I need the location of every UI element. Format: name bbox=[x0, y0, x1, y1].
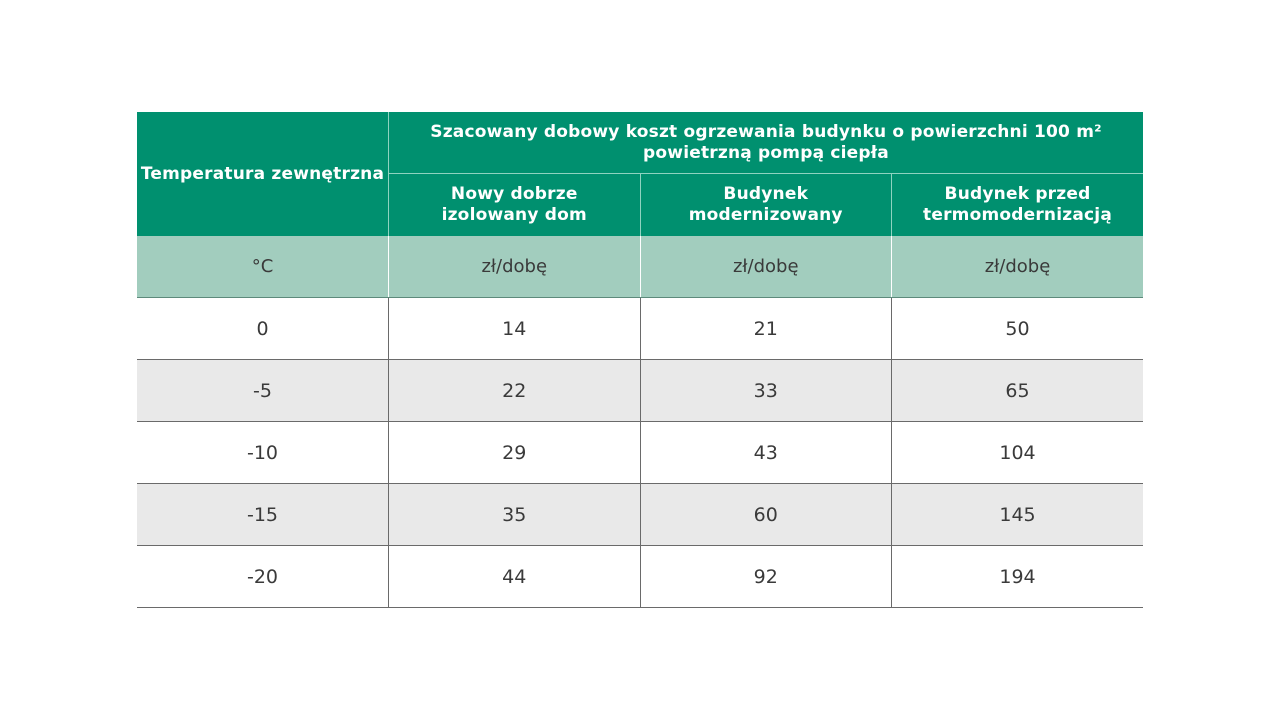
unit-cell: zł/dobę bbox=[639, 236, 892, 298]
table-row: -5 22 33 65 bbox=[137, 359, 1144, 422]
header-modernized: Budynek modernizowany bbox=[639, 173, 892, 236]
table-cell: -15 bbox=[137, 483, 389, 546]
group-title-line1: Szacowany dobowy koszt ogrzewania budynk… bbox=[430, 121, 1102, 142]
heating-cost-table: Temperatura zewnętrzna Szacowany dobowy … bbox=[137, 112, 1144, 608]
unit-cell: zł/dobę bbox=[891, 236, 1144, 298]
table-row: 0 14 21 50 bbox=[137, 297, 1144, 360]
table-cell: 194 bbox=[891, 545, 1144, 608]
table-cell: -20 bbox=[137, 545, 389, 608]
table-cell: 44 bbox=[388, 545, 640, 608]
table-cell: 29 bbox=[388, 421, 640, 484]
table-cell: 50 bbox=[891, 297, 1144, 360]
table-cell: 0 bbox=[137, 297, 389, 360]
table-cell: 65 bbox=[891, 359, 1144, 422]
unit-cell: zł/dobę bbox=[388, 236, 640, 298]
table-cell: -5 bbox=[137, 359, 389, 422]
header-temperature: Temperatura zewnętrzna bbox=[137, 112, 389, 236]
table-cell: 33 bbox=[639, 359, 892, 422]
table-row: -10 29 43 104 bbox=[137, 421, 1144, 484]
table-cell: 60 bbox=[639, 483, 892, 546]
table-cell: 35 bbox=[388, 483, 640, 546]
table-cell: 14 bbox=[388, 297, 640, 360]
table-cell: 21 bbox=[639, 297, 892, 360]
table-cell: 43 bbox=[639, 421, 892, 484]
header-new-house: Nowy dobrze izolowany dom bbox=[388, 173, 640, 236]
table-cell: -10 bbox=[137, 421, 389, 484]
table-cell: 92 bbox=[639, 545, 892, 608]
table-cell: 22 bbox=[388, 359, 640, 422]
table-cell: 145 bbox=[891, 483, 1144, 546]
header-before-thermo: Budynek przed termomodernizacją bbox=[891, 173, 1144, 236]
table-cell: 104 bbox=[891, 421, 1144, 484]
unit-cell: °C bbox=[137, 236, 389, 298]
table-row: -20 44 92 194 bbox=[137, 545, 1144, 608]
table-row: -15 35 60 145 bbox=[137, 483, 1144, 546]
units-row: °C zł/dobę zł/dobę zł/dobę bbox=[137, 236, 1144, 298]
header-group-title: Szacowany dobowy koszt ogrzewania budynk… bbox=[388, 112, 1144, 174]
group-title-line2: powietrzną pompą ciepła bbox=[643, 142, 889, 163]
